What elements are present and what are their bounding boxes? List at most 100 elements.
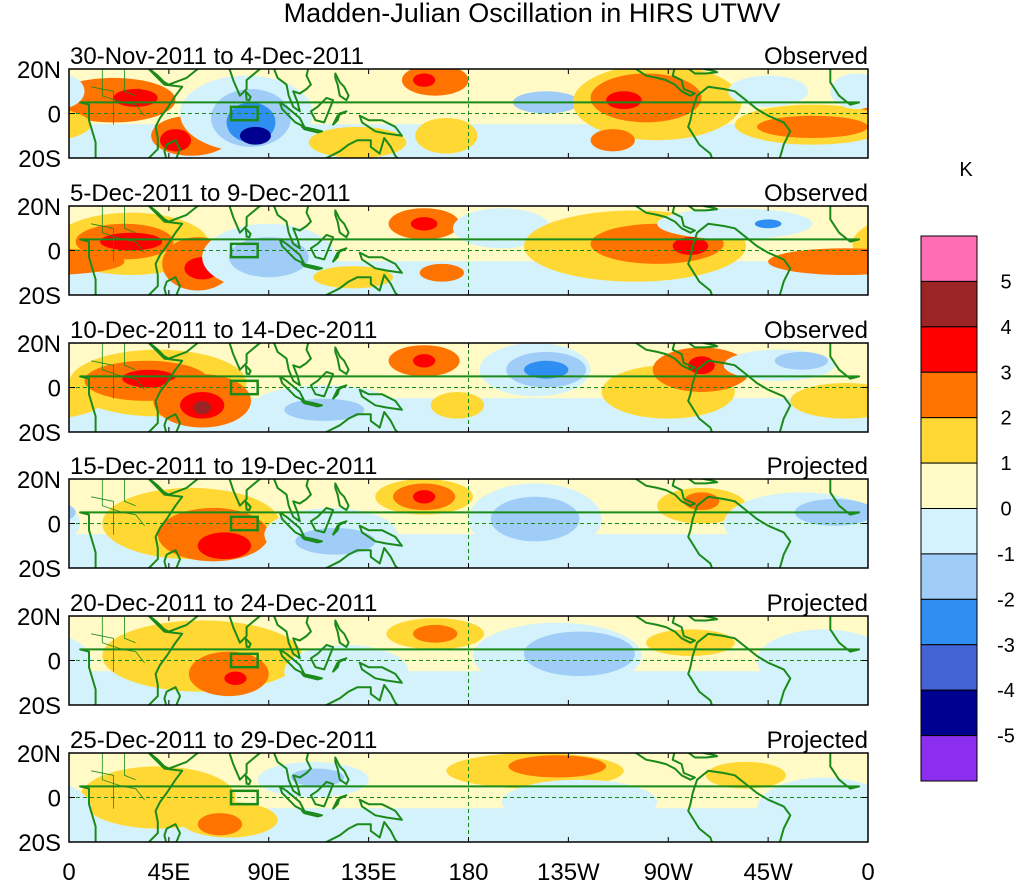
- coastline: [244, 227, 252, 239]
- coastline: [301, 672, 323, 681]
- coastline: [163, 686, 181, 705]
- anomaly-contour: [757, 115, 868, 138]
- lat-label: 0: [48, 239, 61, 266]
- panel-dates: 10-Dec-2011 to 14-Dec-2011: [70, 317, 377, 344]
- colorbar-label: -4: [997, 680, 1015, 702]
- anomaly-contour: [754, 219, 782, 229]
- anomaly-contour: [979, 76, 1015, 152]
- panel-dates: 15-Dec-2011 to 19-Dec-2011: [70, 453, 377, 480]
- coastline: [634, 206, 696, 234]
- coastline: [244, 637, 252, 649]
- coastline: [301, 399, 323, 408]
- anomaly-contour: [490, 496, 580, 542]
- anomaly-contour: [193, 400, 212, 415]
- panel: 10-Dec-2011 to 14-Dec-2011 Observed 20N 0 20…: [17, 317, 869, 447]
- panel-status: Observed: [764, 43, 868, 70]
- anomaly-contour: [790, 383, 868, 419]
- colorbar-label: 0: [1000, 499, 1011, 521]
- lat-label: 20S: [18, 283, 61, 310]
- panels-group: 30-Nov-2011 to 4-Dec-2011 Observed20N020S…: [17, 43, 1015, 886]
- coastline: [324, 547, 399, 568]
- panel-status: Projected: [767, 727, 868, 754]
- coastline: [358, 114, 403, 137]
- panel: 15-Dec-2011 to 19-Dec-2011 Projected 20N 0 2…: [17, 453, 869, 583]
- anomaly-contour: [501, 779, 658, 825]
- coastline: [244, 364, 252, 376]
- coastline: [272, 479, 312, 523]
- panel-dates: 5-Dec-2011 to 9-Dec-2011: [70, 180, 351, 207]
- colorbar-swatch: [920, 462, 978, 510]
- coastline: [334, 482, 350, 512]
- coastline: [309, 96, 335, 124]
- panel-status: Observed: [764, 317, 868, 344]
- anomaly-contour: [997, 813, 1015, 835]
- anomaly-contour: [912, 89, 956, 107]
- lat-label: 0: [48, 786, 61, 813]
- border-line: [101, 206, 145, 253]
- lon-label: 45E: [148, 859, 191, 886]
- lon-label: 135W: [537, 859, 600, 886]
- lat-label: 20N: [17, 57, 61, 84]
- anomaly-contour: [430, 391, 485, 419]
- border-line: [124, 343, 136, 371]
- border-line: [124, 753, 136, 781]
- colorbar-swatch: [920, 644, 978, 691]
- anomaly-contour: [523, 360, 569, 379]
- lat-label: 0: [48, 376, 61, 403]
- lat-label: 20S: [18, 830, 61, 857]
- anomaly-contour: [657, 208, 813, 240]
- coastline: [324, 684, 399, 705]
- coastline: [634, 479, 696, 507]
- coastline: [309, 233, 335, 261]
- coastline: [324, 411, 399, 432]
- colorbar-swatch: [920, 326, 978, 373]
- lat-label: 20N: [17, 331, 61, 358]
- coastline: [334, 209, 350, 239]
- coastline: [147, 206, 199, 223]
- lon-label: 180: [448, 859, 488, 886]
- coastline: [244, 90, 252, 102]
- colorbar-swatch: [920, 280, 978, 328]
- anomaly-contour: [850, 84, 868, 116]
- anomaly-contour: [413, 490, 436, 504]
- coastline: [147, 343, 199, 360]
- colorbar-label: -3: [997, 635, 1015, 657]
- coastline: [334, 756, 350, 786]
- coastline: [244, 500, 252, 512]
- coastline: [332, 520, 348, 536]
- coastline: [358, 524, 403, 547]
- panel-status: Projected: [767, 590, 868, 617]
- colorbar-label: 5: [1000, 271, 1011, 293]
- border-line: [124, 479, 136, 507]
- border-line: [124, 616, 136, 644]
- index-region-box: [229, 379, 259, 396]
- coastline: [228, 616, 263, 644]
- anomaly-contour: [113, 89, 158, 107]
- coastline: [334, 72, 350, 102]
- anomaly-contour: [69, 505, 76, 520]
- coastline: [228, 479, 263, 507]
- coastline: [309, 780, 335, 808]
- anomaly-contour: [410, 217, 438, 231]
- anomaly-contour: [197, 813, 243, 836]
- anomaly-contour: [979, 802, 1015, 838]
- coastline: [634, 343, 696, 371]
- coastline: [687, 85, 792, 158]
- lat-label: 20N: [17, 194, 61, 221]
- coastline: [334, 619, 350, 649]
- anomaly-contour: [284, 644, 409, 699]
- index-region-box: [229, 789, 259, 806]
- border-line: [124, 69, 136, 97]
- lat-label: 0: [48, 649, 61, 676]
- anomaly-contour: [69, 248, 125, 275]
- coastline: [358, 251, 403, 274]
- lat-label: 0: [48, 102, 61, 129]
- coastline: [301, 809, 323, 818]
- lon-label: 90E: [247, 859, 290, 886]
- coastline: [163, 413, 181, 432]
- colorbar-swatch: [920, 508, 978, 555]
- anomaly-contour: [239, 126, 271, 145]
- colorbar-swatch: [920, 689, 978, 737]
- coastline: [309, 643, 335, 671]
- lat-label: 20N: [17, 467, 61, 494]
